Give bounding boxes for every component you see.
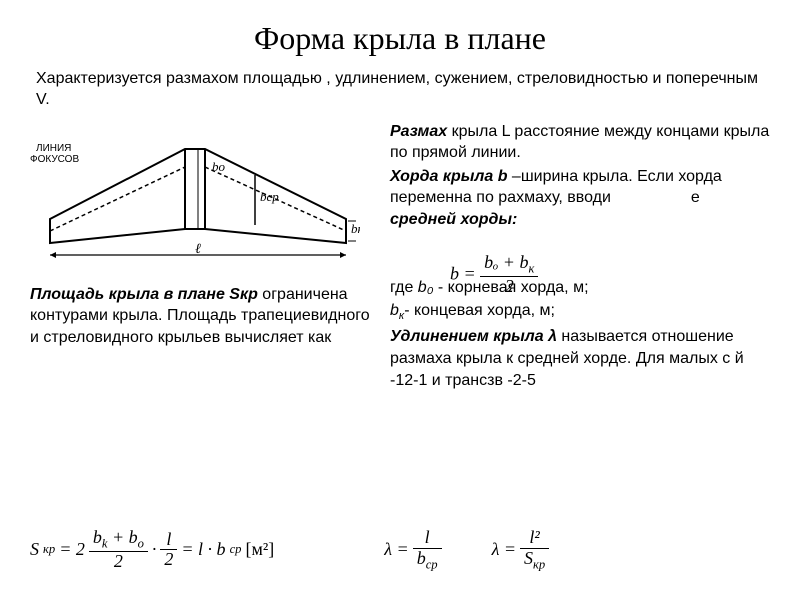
wing-diagram: ЛИНИЯ ФОКУСОВ bо bср bк ℓ [30, 121, 370, 266]
skr-n2: + b [107, 527, 137, 547]
skr-unit: [м²] [245, 539, 274, 560]
page-title: Форма крыла в плане [30, 20, 770, 57]
span-definition: Размах крыла L расстояние между концами … [390, 121, 770, 164]
svg-text:bср: bср [260, 189, 279, 204]
l2-ds: кр [533, 557, 545, 571]
b0-sym: b₀ [418, 279, 434, 296]
l1-num: l [413, 528, 442, 549]
skr-sub: кр [43, 542, 55, 557]
skr-eq: = 2 [59, 539, 85, 560]
area-definition: Площадь крыла в плане Sкр ограничена кон… [30, 284, 370, 349]
left-column: ЛИНИЯ ФОКУСОВ bо bср bк ℓ Площадь крыла … [30, 121, 370, 394]
skr-s: S [30, 539, 39, 560]
skr-mid: · [152, 539, 157, 560]
fb-den: 2 [480, 277, 538, 297]
where-label: где [390, 279, 418, 296]
fb-lhs: b = [450, 263, 476, 283]
l2-dp: S [524, 548, 533, 568]
bk-sym: b [390, 302, 399, 319]
columns: ЛИНИЯ ФОКУСОВ bо bср bк ℓ Площадь крыла … [30, 121, 770, 394]
l2-lhs: λ = [492, 539, 516, 560]
aspect-definition: Удлинением крыла λ называется отношение … [390, 326, 770, 391]
chord-text2: е [691, 189, 700, 206]
right-column: Размах крыла L расстояние между концами … [390, 121, 770, 394]
formula-aspect-1: λ = l bср [384, 528, 441, 572]
formula-mean-chord: b = bₒ + bк 2 [450, 253, 538, 297]
chord-text-gap [611, 189, 691, 206]
aspect-label: Удлинением крыла λ [390, 328, 557, 345]
fb-numsub: к [528, 262, 534, 276]
formula-aspect-2: λ = l² Sкр [492, 528, 550, 572]
l2-num: l² [520, 528, 549, 549]
l1-lhs: λ = [384, 539, 408, 560]
svg-text:ЛИНИЯ: ЛИНИЯ [36, 143, 71, 154]
svg-text:bк: bк [351, 221, 360, 236]
skr-n2s: o [138, 536, 144, 550]
skr-tailsub: ср [230, 542, 242, 557]
fb-num: bₒ + b [484, 252, 528, 272]
svg-text:ФОКУСОВ: ФОКУСОВ [30, 154, 79, 165]
svg-text:ℓ: ℓ [195, 242, 201, 257]
skr-n1: b [93, 527, 102, 547]
skr-n3: l [160, 530, 177, 551]
skr-tail: = l · b [181, 539, 225, 560]
svg-text:bо: bо [212, 159, 226, 174]
span-label: Размах [390, 123, 447, 140]
chord-bold2: средней хорды: [390, 211, 517, 228]
formula-area: Sкр = 2 bk + bo 2 · l 2 = l · bср [м²] [30, 528, 274, 572]
bottom-formulas: Sкр = 2 bk + bo 2 · l 2 = l · bср [м²] λ… [30, 528, 770, 572]
l1-ds: ср [426, 557, 438, 571]
span-text: крыла L расстояние между концами крыла п… [390, 123, 769, 162]
bk-desc: - концевая хорда, м; [404, 302, 555, 319]
skr-d: 2 [89, 552, 148, 572]
chord-label: Хорда крыла b [390, 168, 507, 185]
area-label: Площадь крыла в плане Sкр [30, 286, 258, 303]
chord-definition: Хорда крыла b –ширина крыла. Если хорда … [390, 166, 770, 231]
b0-line: где b₀ - корневая хорда, м; [390, 277, 770, 299]
intro-text: Характеризуется размахом площадью , удли… [30, 69, 770, 111]
skr-d3: 2 [160, 550, 177, 570]
l1-dp: b [417, 548, 426, 568]
bk-line: bк- концевая хорда, м; [390, 300, 770, 324]
